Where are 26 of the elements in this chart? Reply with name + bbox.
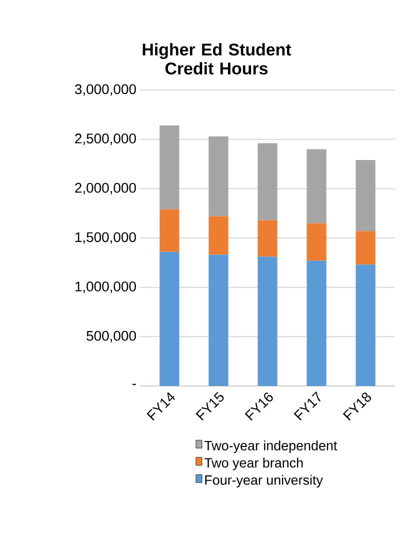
y-tick-label: 500,000: [86, 330, 136, 342]
y-tick-label: 3,000,000: [74, 84, 136, 96]
bar: [306, 260, 326, 386]
y-tick-label: 2,000,000: [75, 182, 136, 194]
bar: [208, 216, 228, 255]
bar: [160, 209, 180, 252]
legend-label: Two-year independent: [204, 440, 338, 454]
y-tick-label: 1,000,000: [75, 282, 136, 294]
bar: [258, 220, 278, 257]
y-tick-label: 1,500,000: [75, 232, 136, 244]
chart-title: Higher Ed Student Credit Hours: [142, 43, 292, 75]
bar: [258, 256, 278, 386]
legend-label: Two year branch: [204, 458, 303, 470]
legend-label: Four-year university: [205, 474, 323, 488]
y-tick-label: -: [132, 384, 136, 385]
bar: [306, 223, 326, 261]
bar: [160, 126, 180, 210]
bar: [356, 160, 376, 232]
bar: [258, 143, 278, 220]
bar: [208, 136, 228, 216]
y-tick-label: 2,500,000: [75, 134, 136, 146]
bar: [356, 231, 376, 265]
bar: [160, 252, 180, 386]
bar: [306, 149, 326, 224]
bar: [356, 264, 376, 386]
bar: [208, 254, 228, 386]
